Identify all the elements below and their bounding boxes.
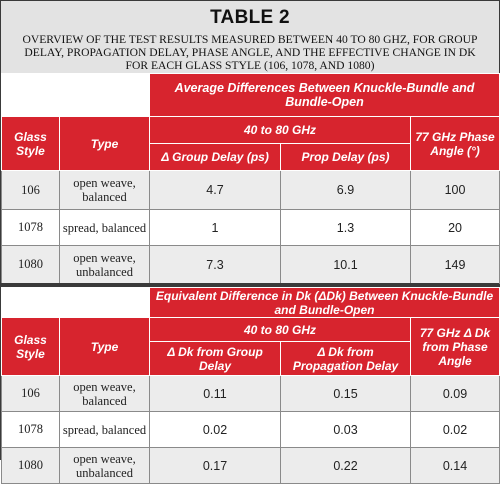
type-header: Type <box>59 317 150 376</box>
group-delay-cell: 4.7 <box>149 170 281 210</box>
dk-phase-angle-cell: 0.09 <box>409 375 500 412</box>
range-header: 40 to 80 GHz <box>149 317 411 342</box>
group-delay-cell: 7.3 <box>149 245 281 284</box>
phase-angle-header: 77 GHz Phase Angle (°) <box>409 116 500 171</box>
table-header: TABLE 2 Overview of the test results mea… <box>1 1 499 73</box>
dk-prop-delay-header: Δ Dk from Propagation Delay <box>280 341 411 376</box>
glass-style-cell: 1080 <box>1 447 60 484</box>
table-subtitle: Overview of the test results measured be… <box>22 33 478 72</box>
table-row: 106 open weave, balanced 4.7 6.9 100 <box>1 170 500 210</box>
average-differences-table: Average Differences Between Knuckle-Bund… <box>1 73 500 284</box>
type-header: Type <box>59 116 150 171</box>
type-cell: spread, balanced <box>59 209 150 246</box>
phase-angle-cell: 20 <box>409 209 500 246</box>
glass-style-header: Glass Style <box>1 116 60 171</box>
equivalent-dk-table: Equivalent Difference in Dk (ΔDk) Betwee… <box>1 287 500 484</box>
dk-phase-angle-cell: 0.14 <box>409 447 500 484</box>
range-header: 40 to 80 GHz <box>149 116 411 144</box>
prop-delay-cell: 10.1 <box>280 245 411 284</box>
table-row: 1080 open weave, unbalanced 7.3 10.1 149 <box>1 245 500 284</box>
type-cell: open weave, unbalanced <box>59 245 150 284</box>
type-cell: spread, balanced <box>59 411 150 448</box>
dk-group-delay-cell: 0.17 <box>149 447 281 484</box>
dk-prop-delay-cell: 0.03 <box>280 411 411 448</box>
group-delay-header: Δ Group Delay (ps) <box>149 143 281 171</box>
dk-group-delay-header: Δ Dk from Group Delay <box>149 341 281 376</box>
glass-style-cell: 1080 <box>1 245 60 284</box>
table-row: 1080 open weave, unbalanced 0.17 0.22 0.… <box>1 447 500 484</box>
glass-style-cell: 106 <box>1 170 60 210</box>
table-title: TABLE 2 <box>210 7 290 28</box>
dk-prop-delay-cell: 0.15 <box>280 375 411 412</box>
prop-delay-cell: 1.3 <box>280 209 411 246</box>
dk-phase-angle-header: 77 GHz Δ Dk from Phase Angle <box>409 317 500 376</box>
table-row: 1078 spread, balanced 1 1.3 20 <box>1 209 500 246</box>
blank-corner <box>1 287 150 318</box>
prop-delay-cell: 6.9 <box>280 170 411 210</box>
glass-style-cell: 1078 <box>1 209 60 246</box>
glass-style-cell: 106 <box>1 375 60 412</box>
prop-delay-header: Prop Delay (ps) <box>280 143 411 171</box>
glass-style-header: Glass Style <box>1 317 60 376</box>
phase-angle-cell: 149 <box>409 245 500 284</box>
group-delay-cell: 1 <box>149 209 281 246</box>
type-cell: open weave, balanced <box>59 375 150 412</box>
phase-angle-cell: 100 <box>409 170 500 210</box>
dk-prop-delay-cell: 0.22 <box>280 447 411 484</box>
section-divider <box>1 283 499 287</box>
type-cell: open weave, balanced <box>59 170 150 210</box>
dk-group-delay-cell: 0.11 <box>149 375 281 412</box>
dk-group-delay-cell: 0.02 <box>149 411 281 448</box>
table-row: 106 open weave, balanced 0.11 0.15 0.09 <box>1 375 500 412</box>
glass-style-cell: 1078 <box>1 411 60 448</box>
dk-phase-angle-cell: 0.02 <box>409 411 500 448</box>
table-row: 1078 spread, balanced 0.02 0.03 0.02 <box>1 411 500 448</box>
type-cell: open weave, unbalanced <box>59 447 150 484</box>
banner-average-differences: Average Differences Between Knuckle-Bund… <box>148 73 500 117</box>
blank-corner <box>1 73 150 117</box>
banner-equivalent-dk: Equivalent Difference in Dk (ΔDk) Betwee… <box>148 287 500 318</box>
